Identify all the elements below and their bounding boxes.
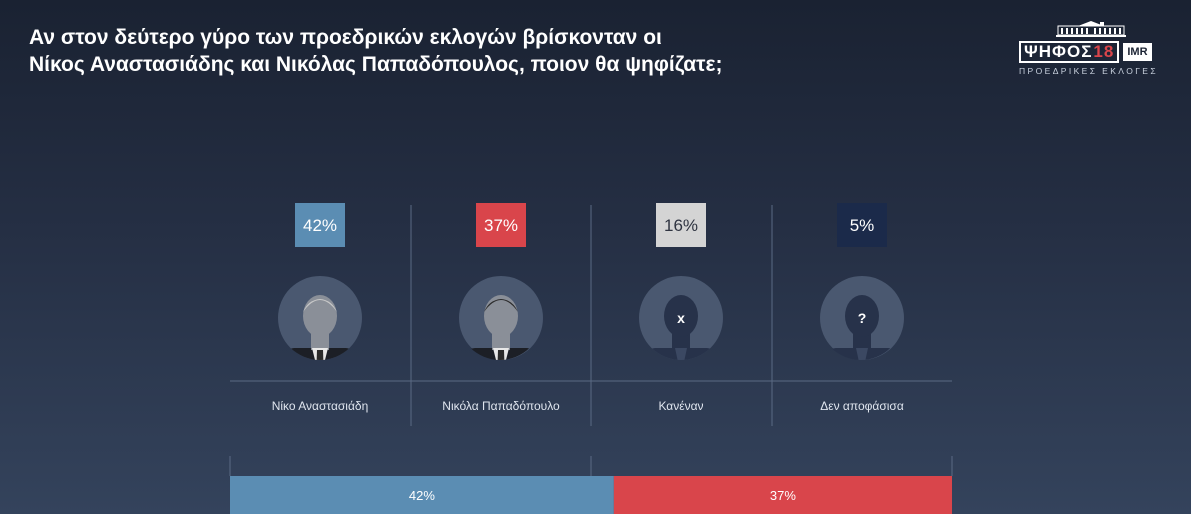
hair: [303, 299, 337, 312]
neck: [492, 332, 510, 350]
category-label-2: Νικόλα Παπαδόπουλο: [442, 399, 560, 413]
value-badge-2: [476, 203, 526, 247]
chart-title-line-2: Νίκος Αναστασιάδης και Νικόλας Παπαδόπου…: [29, 53, 723, 76]
category-label-3: Κανέναν: [658, 399, 703, 413]
value-label-1: 42%: [303, 216, 337, 235]
candidate-photo-2: [458, 295, 542, 360]
neck: [853, 332, 871, 350]
value-label-3: 16%: [664, 216, 698, 235]
tie: [316, 350, 324, 360]
stacked-bar-segment-1: [230, 476, 614, 514]
avatar-silhouette-4: ?: [819, 295, 903, 360]
psifos18-logo: ΨΗΦΟΣ 18 IMR ΠΡΟΕΔΡΙΚΕΣ ΕΚΛΟΓΕΣ: [1016, 20, 1162, 76]
stacked-bar-label-1: 42%: [409, 488, 435, 503]
stacked-bar-label-2: 37%: [770, 488, 796, 503]
logo-word: ΨΗΦΟΣ: [1024, 42, 1093, 61]
value-badge-4: [837, 203, 887, 247]
value-label-4: 5%: [850, 216, 875, 235]
chart-title: Αν στον δεύτερο γύρο των προεδρικών εκλο…: [29, 24, 722, 78]
head: [484, 295, 518, 337]
candidate-photo-1: [278, 295, 362, 360]
stacked-bar-segment-2: [613, 476, 952, 514]
head: [303, 295, 337, 337]
question-mark-icon: ?: [858, 310, 867, 326]
logo-word-box: ΨΗΦΟΣ 18: [1019, 41, 1120, 63]
x-mark-icon: x: [677, 310, 685, 326]
tie: [856, 348, 868, 360]
category-label-1: Νίκο Αναστασιάδη: [272, 399, 369, 413]
value-badge-3: [656, 203, 706, 247]
shirt: [493, 348, 509, 360]
imr-badge: IMR: [1123, 43, 1152, 61]
category-label-4: Δεν αποφάσισα: [820, 399, 904, 413]
neck: [672, 332, 690, 350]
hair: [484, 299, 518, 312]
head: [845, 295, 879, 337]
chart-title-line-1: Αν στον δεύτερο γύρο των προεδρικών εκλο…: [29, 26, 662, 49]
tie: [675, 348, 687, 360]
logo-wordmark: ΨΗΦΟΣ 18 IMR: [1019, 40, 1152, 64]
shirt: [312, 348, 328, 360]
neck: [311, 332, 329, 350]
head: [664, 295, 698, 337]
avatar-silhouette-3: x: [639, 295, 723, 360]
logo-subtitle: ΠΡΟΕΔΡΙΚΕΣ ΕΚΛΟΓΕΣ: [1019, 66, 1159, 76]
value-badge-1: [295, 203, 345, 247]
tie: [497, 350, 505, 360]
logo-year: 18: [1093, 42, 1115, 61]
building-icon: [1056, 21, 1126, 37]
value-label-2: 37%: [484, 216, 518, 235]
